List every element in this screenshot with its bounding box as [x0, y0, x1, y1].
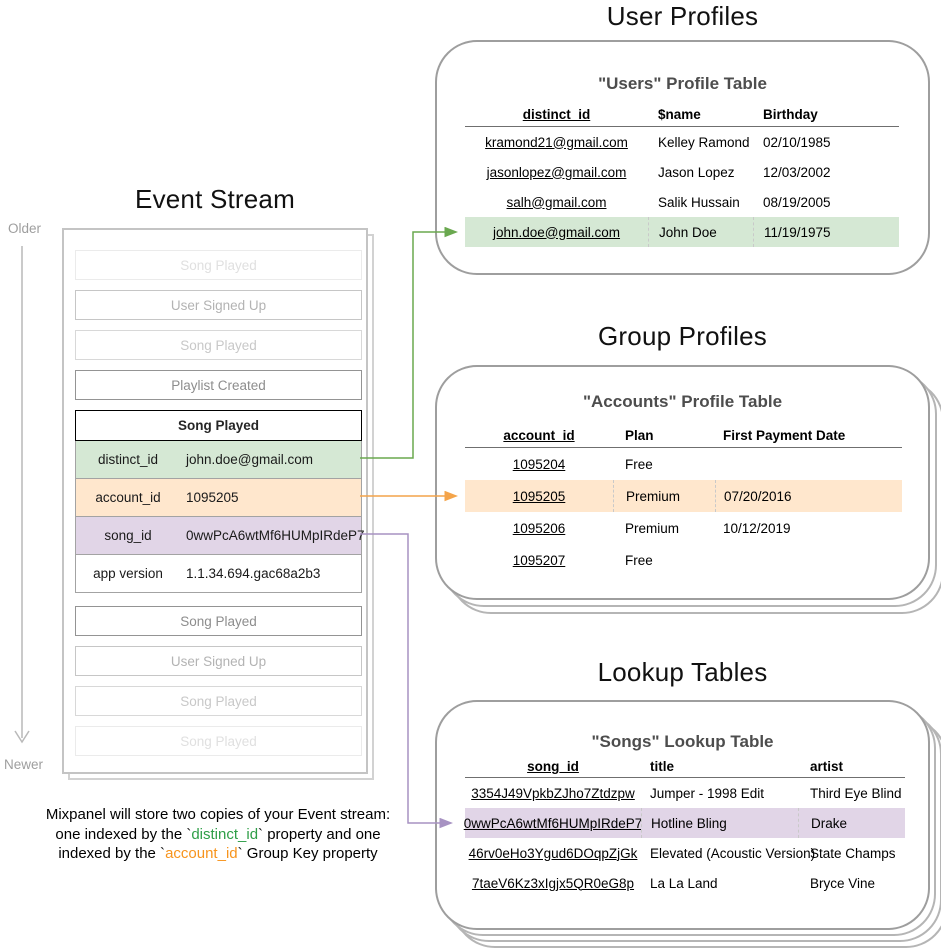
property-value: 0wwPcA6wtMf6HUMpIRdeP7 — [186, 528, 365, 543]
table-cell: 08/19/2005 — [763, 194, 831, 210]
highlighted-table-cell: John Doe — [648, 217, 753, 247]
table-cell: Kelley Ramond — [658, 134, 750, 150]
table-cell: 46rv0eHo3Ygud6DOqpZjGk — [468, 845, 638, 861]
lookup-tables-title: Lookup Tables — [597, 657, 768, 687]
event-box: Song Played — [75, 606, 362, 636]
distinct-id-code: distinct_id — [191, 825, 259, 843]
table-cell: Free — [625, 552, 653, 568]
highlighted-table-cell: Hotline Bling — [641, 808, 798, 838]
account-id-code: account_id — [165, 845, 238, 862]
event-label: User Signed Up — [170, 653, 267, 669]
highlighted-table-cell: john.doe@gmail.com — [465, 217, 648, 247]
table-cell: Bryce Vine — [810, 875, 876, 891]
column-header: Birthday — [753, 103, 899, 127]
column-header: Plan — [613, 424, 715, 448]
event-label: User Signed Up — [170, 297, 267, 313]
event-label: Playlist Created — [171, 377, 266, 393]
property-key: song_id — [104, 528, 152, 543]
event-card-title: Song Played — [75, 410, 362, 441]
highlighted-table-cell: Drake — [798, 808, 905, 838]
song-played-event-card: Song Played distinct_id john.doe@gmail.c… — [75, 410, 365, 593]
table-cell: jasonlopez@gmail.com — [486, 164, 627, 180]
event-label: Song Played — [180, 613, 257, 629]
table-cell — [715, 448, 902, 480]
column-header: account_id — [465, 424, 613, 448]
highlighted-table-cell: 07/20/2016 — [715, 480, 902, 512]
caption-line-2: one indexed by the `distinct_id` propert… — [55, 825, 381, 843]
property-key: distinct_id — [97, 452, 159, 467]
songs-table: song_id title artist 3354J49VpkbZJho7Ztd… — [464, 756, 905, 898]
column-header: First Payment Date — [715, 424, 902, 448]
table-cell: Free — [625, 456, 653, 472]
event-stream-panel: Song Played User Signed Up Song Played P… — [62, 228, 368, 774]
event-box: Playlist Created — [75, 370, 362, 400]
accounts-table: account_id Plan First Payment Date 10952… — [465, 424, 902, 576]
event-label: Song Played — [180, 733, 257, 749]
table-cell: 02/10/1985 — [763, 134, 831, 150]
table-cell: Jumper - 1998 Edit — [650, 785, 765, 801]
users-table-title: "Users" Profile Table — [598, 74, 767, 93]
column-header: distinct_id — [465, 103, 648, 127]
table-cell: salh@gmail.com — [506, 194, 607, 210]
event-box: User Signed Up — [75, 646, 362, 676]
event-box: Song Played — [75, 686, 362, 716]
highlighted-table-cell: 1095205 — [465, 480, 613, 512]
event-box: Song Played — [75, 250, 362, 280]
event-label: Song Played — [180, 257, 257, 273]
table-cell: Third Eye Blind — [810, 785, 902, 801]
event-box: Song Played — [75, 726, 362, 756]
event-stream-caption: Mixpanel will store two copies of your E… — [38, 805, 398, 864]
property-value: 1.1.34.694.gac68a2b3 — [186, 566, 321, 581]
event-label: Song Played — [180, 337, 257, 353]
table-cell: Salik Hussain — [658, 194, 740, 210]
group-profiles-title: Group Profiles — [598, 321, 767, 351]
newer-label: Newer — [4, 757, 44, 772]
highlighted-table-cell: 0wwPcA6wtMf6HUMpIRdeP7 — [464, 808, 642, 838]
table-cell: Jason Lopez — [658, 164, 735, 180]
event-box: Song Played — [75, 330, 362, 360]
property-value: 1095205 — [186, 490, 239, 505]
table-cell: 1095206 — [512, 520, 566, 536]
column-header: title — [641, 756, 798, 778]
caption-line-1: Mixpanel will store two copies of your E… — [45, 806, 391, 823]
caption-line-3: indexed by the `account_id` Group Key pr… — [58, 845, 378, 862]
event-stream-title: Event Stream — [135, 184, 295, 214]
table-cell: Premium — [625, 520, 680, 536]
table-cell — [715, 544, 902, 576]
table-cell: La La Land — [650, 875, 718, 891]
table-cell: State Champs — [810, 845, 896, 861]
property-key: account_id — [95, 490, 161, 505]
highlighted-table-cell: Premium — [613, 480, 715, 512]
table-cell: 10/12/2019 — [723, 520, 791, 536]
table-cell: 7taeV6Kz3xIgjx5QR0eG8p — [471, 875, 635, 891]
table-cell: 12/03/2002 — [763, 164, 831, 180]
event-box: User Signed Up — [75, 290, 362, 320]
accounts-table-title: "Accounts" Profile Table — [582, 392, 783, 411]
users-table: distinct_id $name Birthday kramond21@gma… — [465, 103, 899, 247]
table-cell: 1095204 — [512, 456, 566, 472]
event-card-row-app-version: app version 1.1.34.694.gac68a2b3 — [75, 555, 362, 593]
table-cell: Elevated (Acoustic Version) — [650, 845, 816, 861]
table-cell: 1095207 — [512, 552, 566, 568]
column-header: song_id — [465, 756, 641, 778]
event-card-row-distinct-id: distinct_id john.doe@gmail.com — [75, 441, 362, 479]
older-label: Older — [8, 221, 42, 236]
event-card-row-account-id: account_id 1095205 — [75, 479, 362, 517]
user-profiles-title: User Profiles — [606, 1, 759, 31]
songs-table-title: "Songs" Lookup Table — [591, 732, 774, 751]
property-key: app version — [93, 566, 163, 581]
highlighted-table-cell: 11/19/1975 — [753, 217, 899, 247]
column-header: artist — [798, 756, 905, 778]
event-label: Song Played — [180, 693, 257, 709]
timeline-arrowhead-icon — [14, 730, 30, 744]
column-header: $name — [648, 103, 753, 127]
event-card-row-song-id: song_id 0wwPcA6wtMf6HUMpIRdeP7 — [75, 517, 365, 555]
table-cell: kramond21@gmail.com — [485, 134, 628, 150]
table-cell: 3354J49VpkbZJho7Ztdzpw — [471, 785, 635, 801]
property-value: john.doe@gmail.com — [186, 452, 314, 467]
